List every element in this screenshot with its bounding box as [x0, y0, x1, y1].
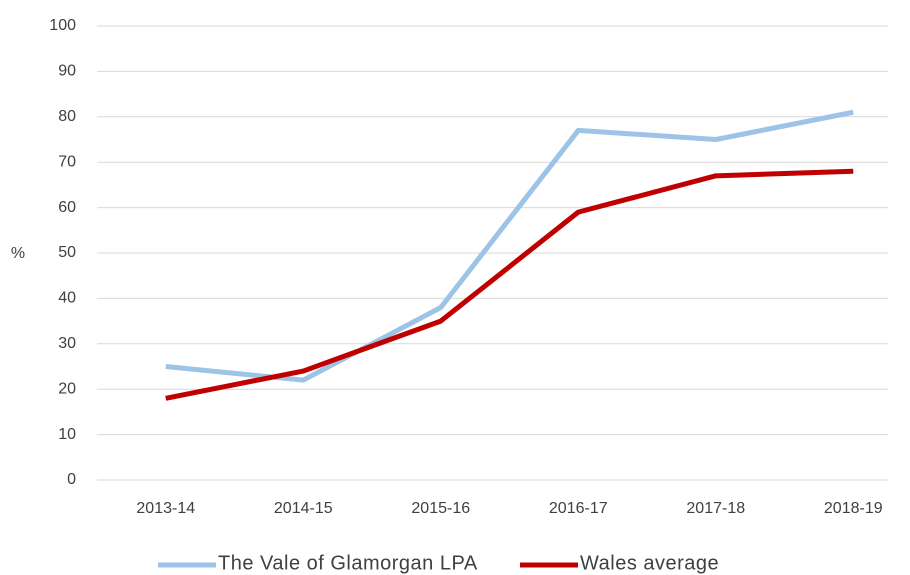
- y-tick-label: 40: [58, 290, 76, 307]
- legend: The Vale of Glamorgan LPA Wales average: [158, 552, 719, 574]
- x-tick-label: 2014-15: [274, 500, 333, 517]
- y-tick-label: 20: [58, 380, 76, 397]
- y-tick-label: 70: [58, 153, 76, 170]
- legend-label: The Vale of Glamorgan LPA: [218, 552, 478, 574]
- y-tick-label: 100: [49, 17, 76, 34]
- series-line: [165, 168, 854, 401]
- x-tick-label: 2016-17: [549, 500, 608, 517]
- y-tick-label: 60: [58, 199, 76, 216]
- x-tick-label: 2015-16: [411, 500, 470, 517]
- series-line: [165, 109, 854, 383]
- y-tick-label: 80: [58, 108, 76, 125]
- y-tick-label: 90: [58, 63, 76, 80]
- legend-label: Wales average: [580, 552, 719, 574]
- x-tick-label: 2018-19: [824, 500, 883, 517]
- x-tick-label: 2013-14: [136, 500, 195, 517]
- y-tick-label: 50: [58, 244, 76, 261]
- y-tick-label: 0: [67, 471, 76, 488]
- y-tick-label: 30: [58, 335, 76, 352]
- x-tick-label: 2017-18: [686, 500, 745, 517]
- y-axis-label: %: [11, 245, 25, 262]
- y-tick-label: 10: [58, 426, 76, 443]
